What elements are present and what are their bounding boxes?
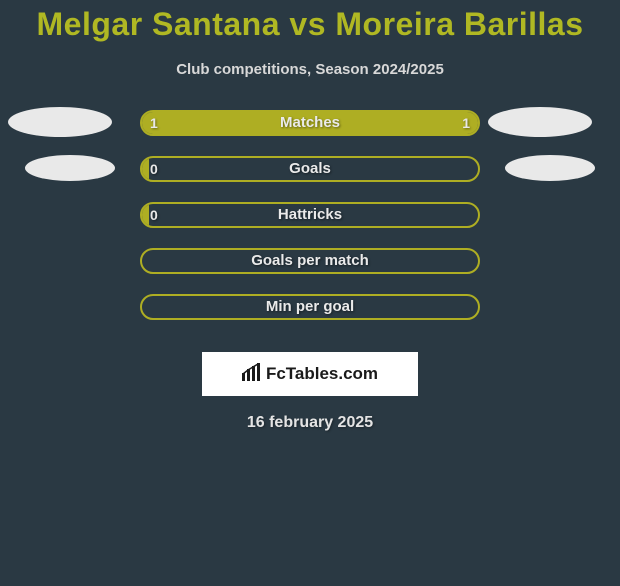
stat-row: Goals per match [0,248,620,294]
player-blob [8,107,112,137]
stat-row: 11Matches [0,110,620,156]
logo-text: FcTables.com [266,364,378,384]
stat-bar-fill-right [310,112,478,134]
stat-row: Min per goal [0,294,620,340]
page-subtitle: Club competitions, Season 2024/2025 [0,61,620,78]
stat-bar-track [140,110,480,136]
stat-value-left: 0 [150,156,158,182]
logo: FcTables.com [242,363,378,386]
stat-bar-track [140,294,480,320]
stat-bar-track [140,202,480,228]
stat-bar-fill-left [142,204,149,226]
stat-bar-fill-left [142,112,310,134]
date-label: 16 february 2025 [0,414,620,432]
stat-bar-fill-left [142,158,149,180]
stat-bar-track [140,156,480,182]
player-blob [25,155,115,181]
stat-bar-track [140,248,480,274]
player-blob [505,155,595,181]
logo-box: FcTables.com [202,352,418,396]
stat-value-left: 1 [150,110,158,136]
stat-value-left: 0 [150,202,158,228]
chart-icon [242,363,262,386]
stat-value-right: 1 [462,110,470,136]
stats-container: 11Matches0Goals0HattricksGoals per match… [0,110,620,340]
page-title: Melgar Santana vs Moreira Barillas [0,6,620,43]
stat-row: 0Hattricks [0,202,620,248]
player-blob [488,107,592,137]
stat-row: 0Goals [0,156,620,202]
